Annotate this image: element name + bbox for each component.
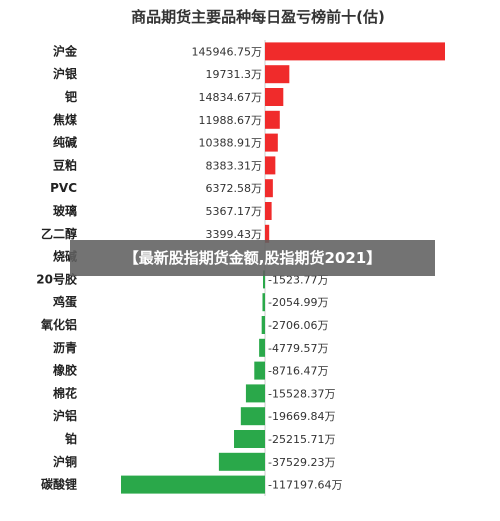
category-label: 碳酸锂 [41,477,77,492]
category-label: 乙二醇 [41,226,77,241]
category-label: 鸡蛋 [52,294,77,309]
value-label: 19731.3万 [206,68,263,81]
overlay-banner: 【最新股指期货金额,股指期货2021】 [70,240,435,276]
category-label: 玻璃 [53,203,77,218]
value-label: -37529.23万 [268,456,335,469]
category-label: 20号胶 [36,271,77,286]
bar [262,293,265,312]
bar [265,133,278,152]
value-label: -117197.64万 [268,479,342,492]
value-label: 8383.31万 [206,159,263,172]
value-label: -1523.77万 [268,273,328,286]
value-label: 145946.75万 [192,45,263,58]
bar [245,384,265,403]
category-label: 豆粕 [53,157,77,172]
category-label: 棉花 [53,385,77,400]
value-label: 11988.67万 [199,114,263,127]
value-label: 14834.67万 [199,91,263,104]
chart-title: 商品期货主要品种每日盈亏榜前十(估) [131,8,385,26]
category-label: 沪铝 [53,408,77,423]
bar [234,430,265,448]
value-label: -4779.57万 [268,342,328,355]
value-label: 6372.58万 [206,182,263,195]
category-label: 纯碱 [53,135,77,150]
category-label: 沪银 [53,66,78,81]
value-label: 5367.17万 [206,205,263,218]
bar [254,361,265,380]
value-label: -2054.99万 [268,296,328,309]
value-label: -19669.84万 [268,410,335,423]
bar [265,224,270,243]
value-label: -2706.06万 [268,319,328,332]
bar [265,65,290,84]
value-label: -25215.71万 [268,433,335,446]
value-label: -8716.47万 [268,365,328,378]
value-label: 10388.91万 [199,137,263,150]
bar [265,88,284,106]
bar [259,338,265,357]
bar [265,42,445,61]
value-label: -15528.37万 [268,387,335,400]
bar [265,110,280,129]
bar [240,407,265,426]
category-label: PVC [50,181,77,195]
category-label: 橡胶 [53,363,77,378]
category-label: 钯 [64,89,77,104]
category-label: 沪金 [53,43,78,58]
bar [218,452,265,471]
category-label: 铂 [65,431,77,446]
bar [265,156,276,175]
category-label: 沥青 [53,340,77,355]
bar [261,316,265,334]
category-label: 沪铜 [53,454,77,469]
value-label: 3399.43万 [206,228,263,241]
bar [265,179,273,198]
bar [265,202,272,220]
bar [121,475,265,494]
bar [263,270,265,289]
category-label: 焦煤 [52,112,77,127]
category-label: 氧化铝 [40,317,77,332]
